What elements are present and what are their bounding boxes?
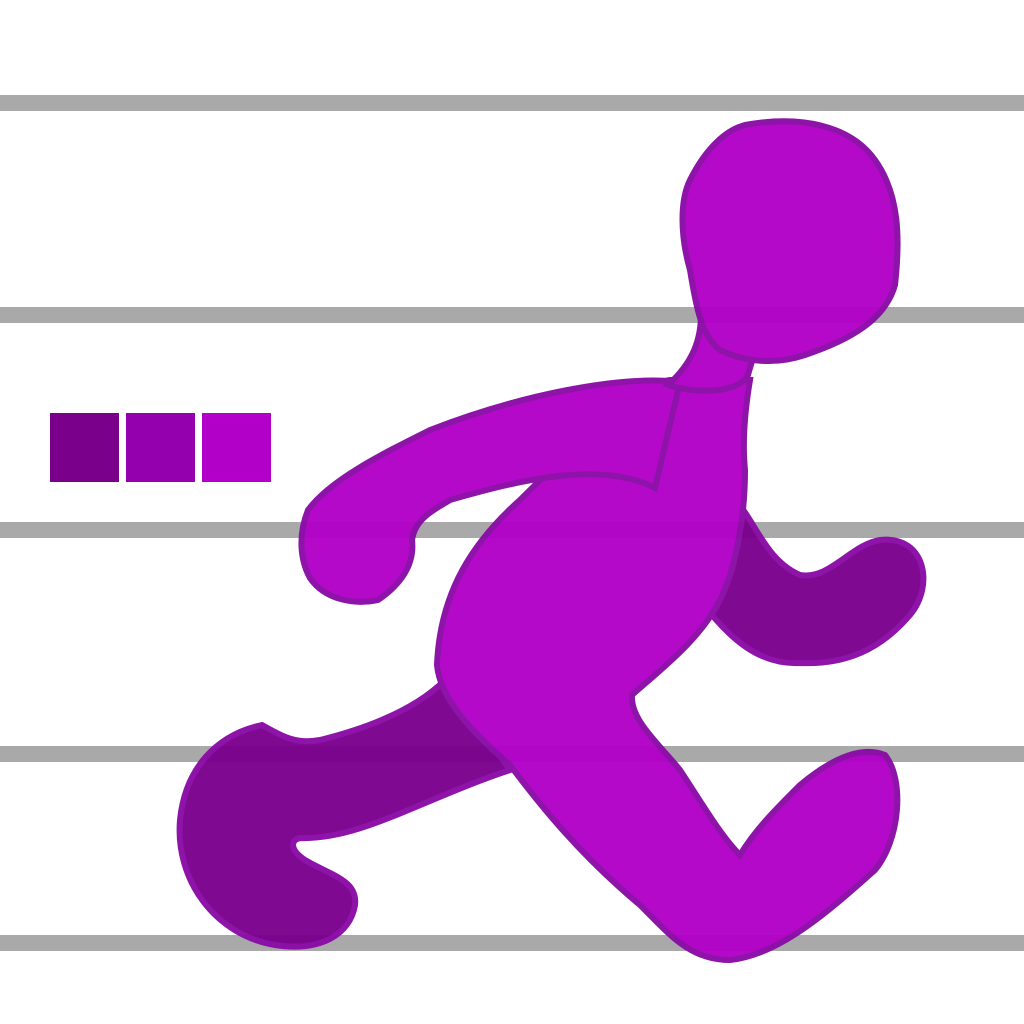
head [679, 118, 901, 365]
swatch-light [202, 413, 271, 482]
back-leg [176, 675, 515, 950]
back-arm [696, 494, 927, 667]
swatch-medium [126, 413, 195, 482]
front-arm [298, 377, 684, 605]
horizontal-line-1 [0, 95, 1024, 111]
swatch-dark [50, 413, 119, 482]
torso-and-front-leg [433, 377, 901, 964]
color-swatches [50, 413, 271, 482]
